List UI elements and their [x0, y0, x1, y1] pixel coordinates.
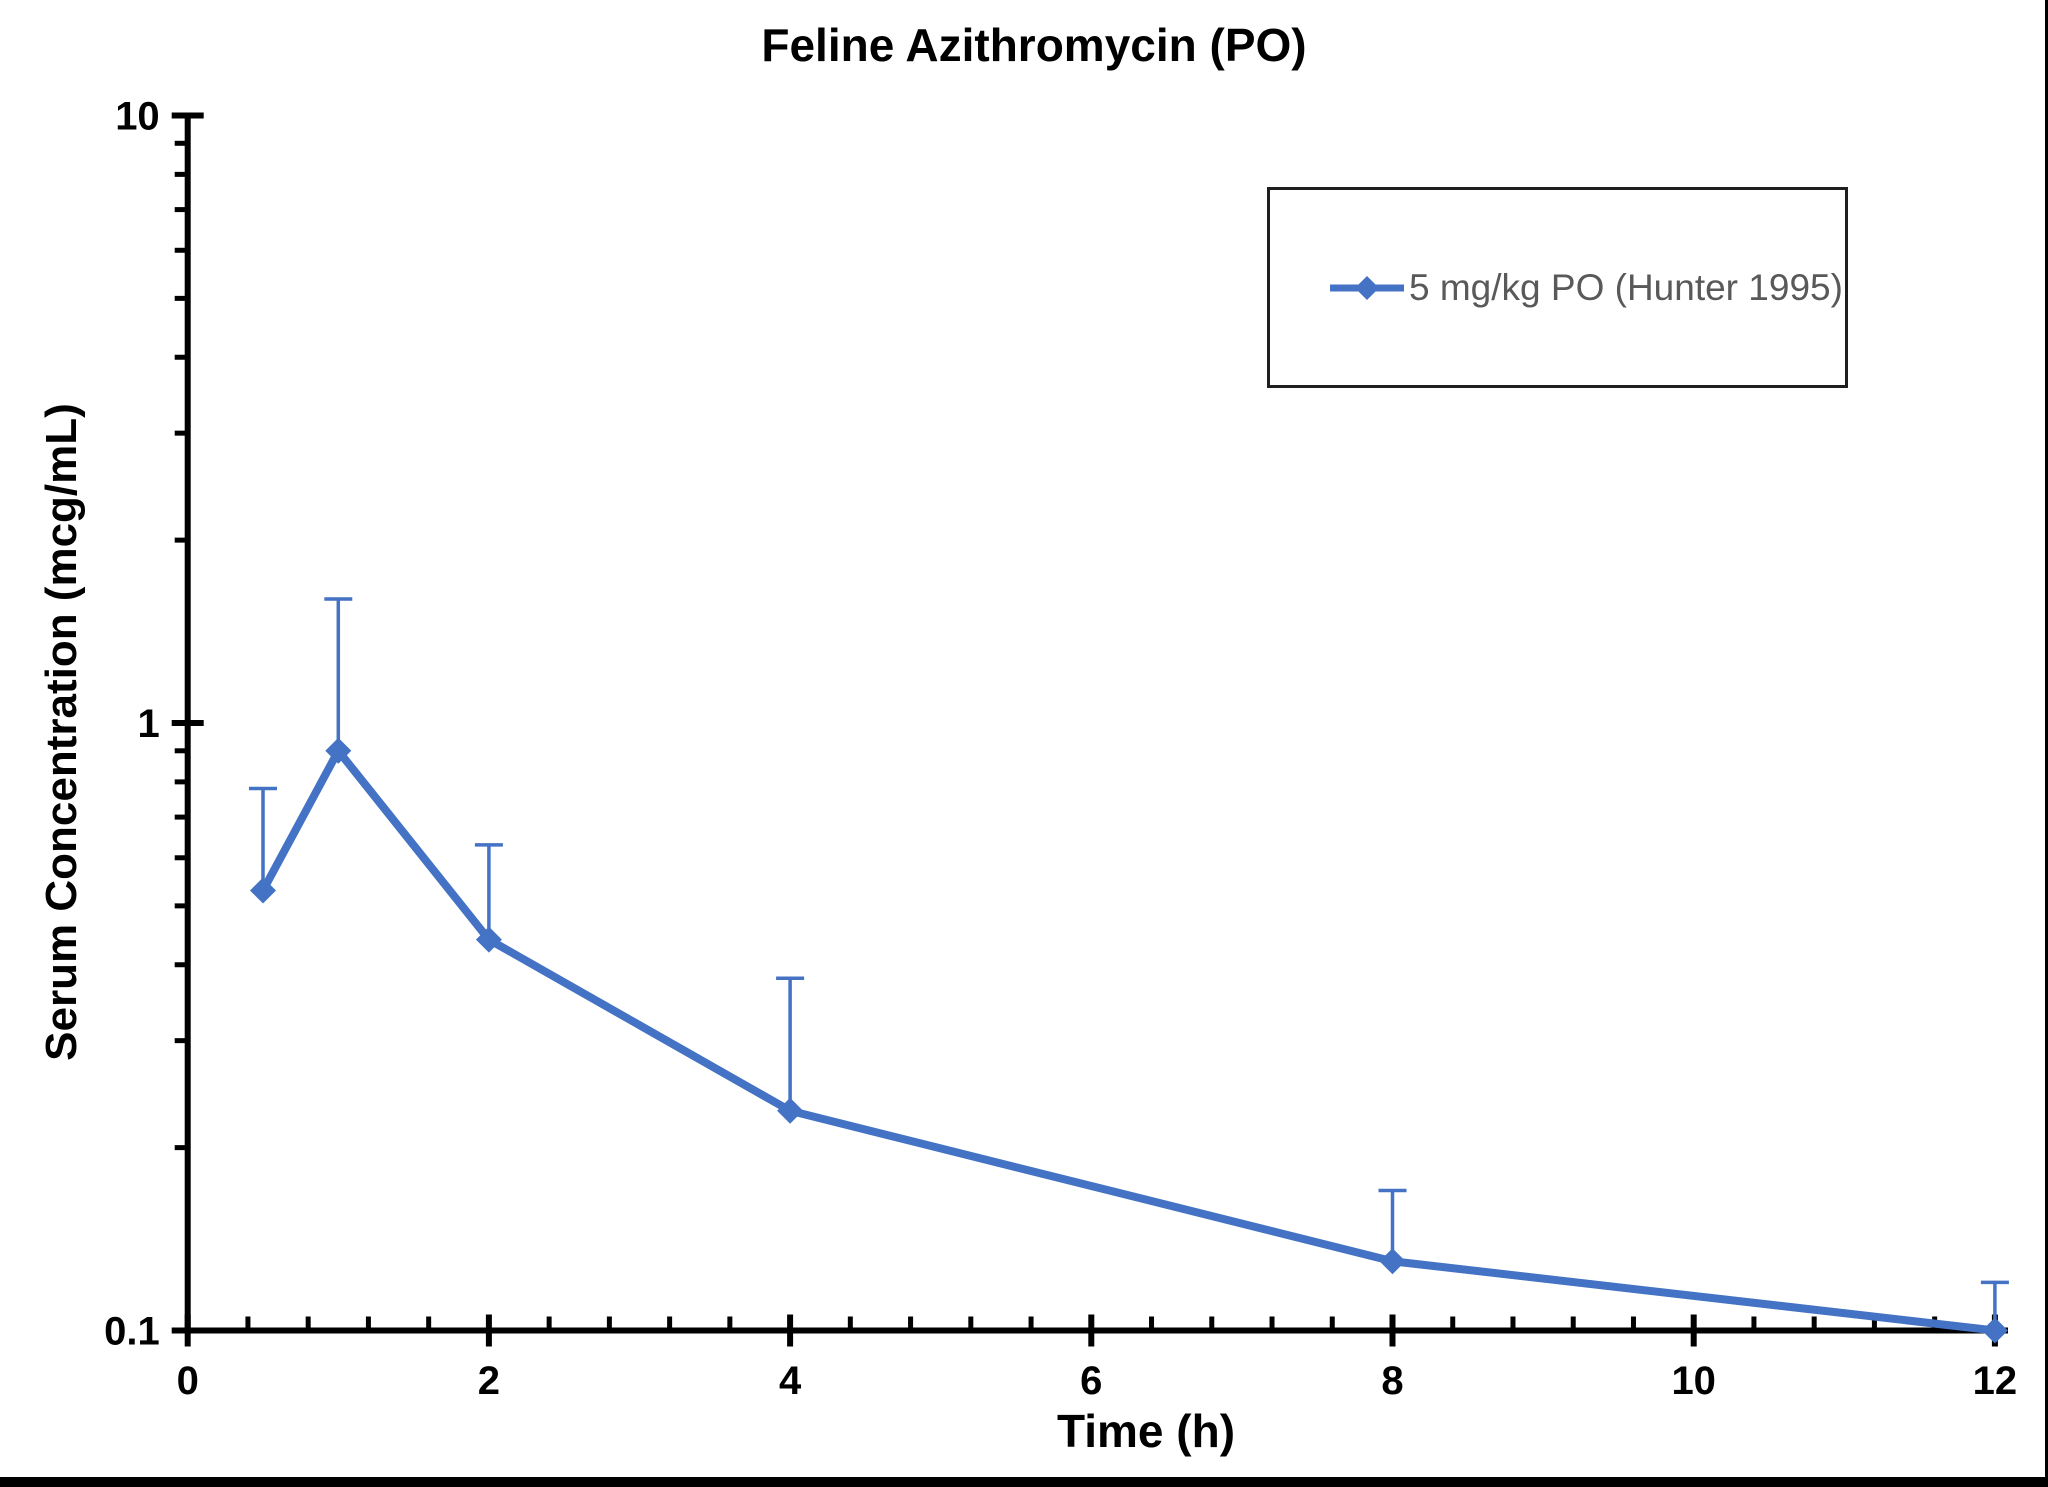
data-point-marker [325, 737, 352, 764]
x-axis-title: Time (h) [1056, 1405, 1236, 1457]
series-line [259, 746, 1999, 1335]
x-tick-label: 2 [478, 1359, 500, 1403]
x-tick-label: 6 [1080, 1359, 1102, 1403]
y-tick-label: 1 [137, 702, 159, 746]
y-tick-label: 10 [115, 95, 160, 139]
legend-key-line-marker-icon [1330, 275, 1404, 300]
error-bars [249, 597, 2009, 1331]
data-point-marker [1379, 1248, 1406, 1275]
tick-labels: 10 1 0.1 0 2 4 6 8 10 12 [104, 95, 2017, 1404]
legend-label: 5 mg/kg PO (Hunter 1995) [1409, 266, 1843, 308]
legend: 5 mg/kg PO (Hunter 1995) [1267, 187, 1848, 388]
legend-entry: 5 mg/kg PO (Hunter 1995) [1328, 267, 1843, 309]
data-point-marker [475, 926, 502, 953]
x-tick-label: 0 [177, 1359, 199, 1403]
data-point-marker [1981, 1317, 2008, 1344]
x-tick-label: 10 [1671, 1359, 1716, 1403]
y-tick-label: 0.1 [104, 1310, 160, 1354]
data-point-marker [250, 877, 276, 904]
x-tick-label: 4 [779, 1359, 802, 1403]
y-axis-title: Serum Concentration (mcg/mL) [37, 403, 86, 1061]
x-tick-label: 12 [1973, 1359, 2018, 1403]
x-tick-label: 8 [1381, 1359, 1403, 1403]
chart-title: Feline Azithromycin (PO) [761, 19, 1307, 71]
data-point-marker [777, 1097, 804, 1124]
axes [171, 112, 2008, 1347]
series-markers [250, 737, 2008, 1344]
window-bottom-bar [0, 1477, 2048, 1487]
window-right-border [2045, 0, 2048, 1487]
